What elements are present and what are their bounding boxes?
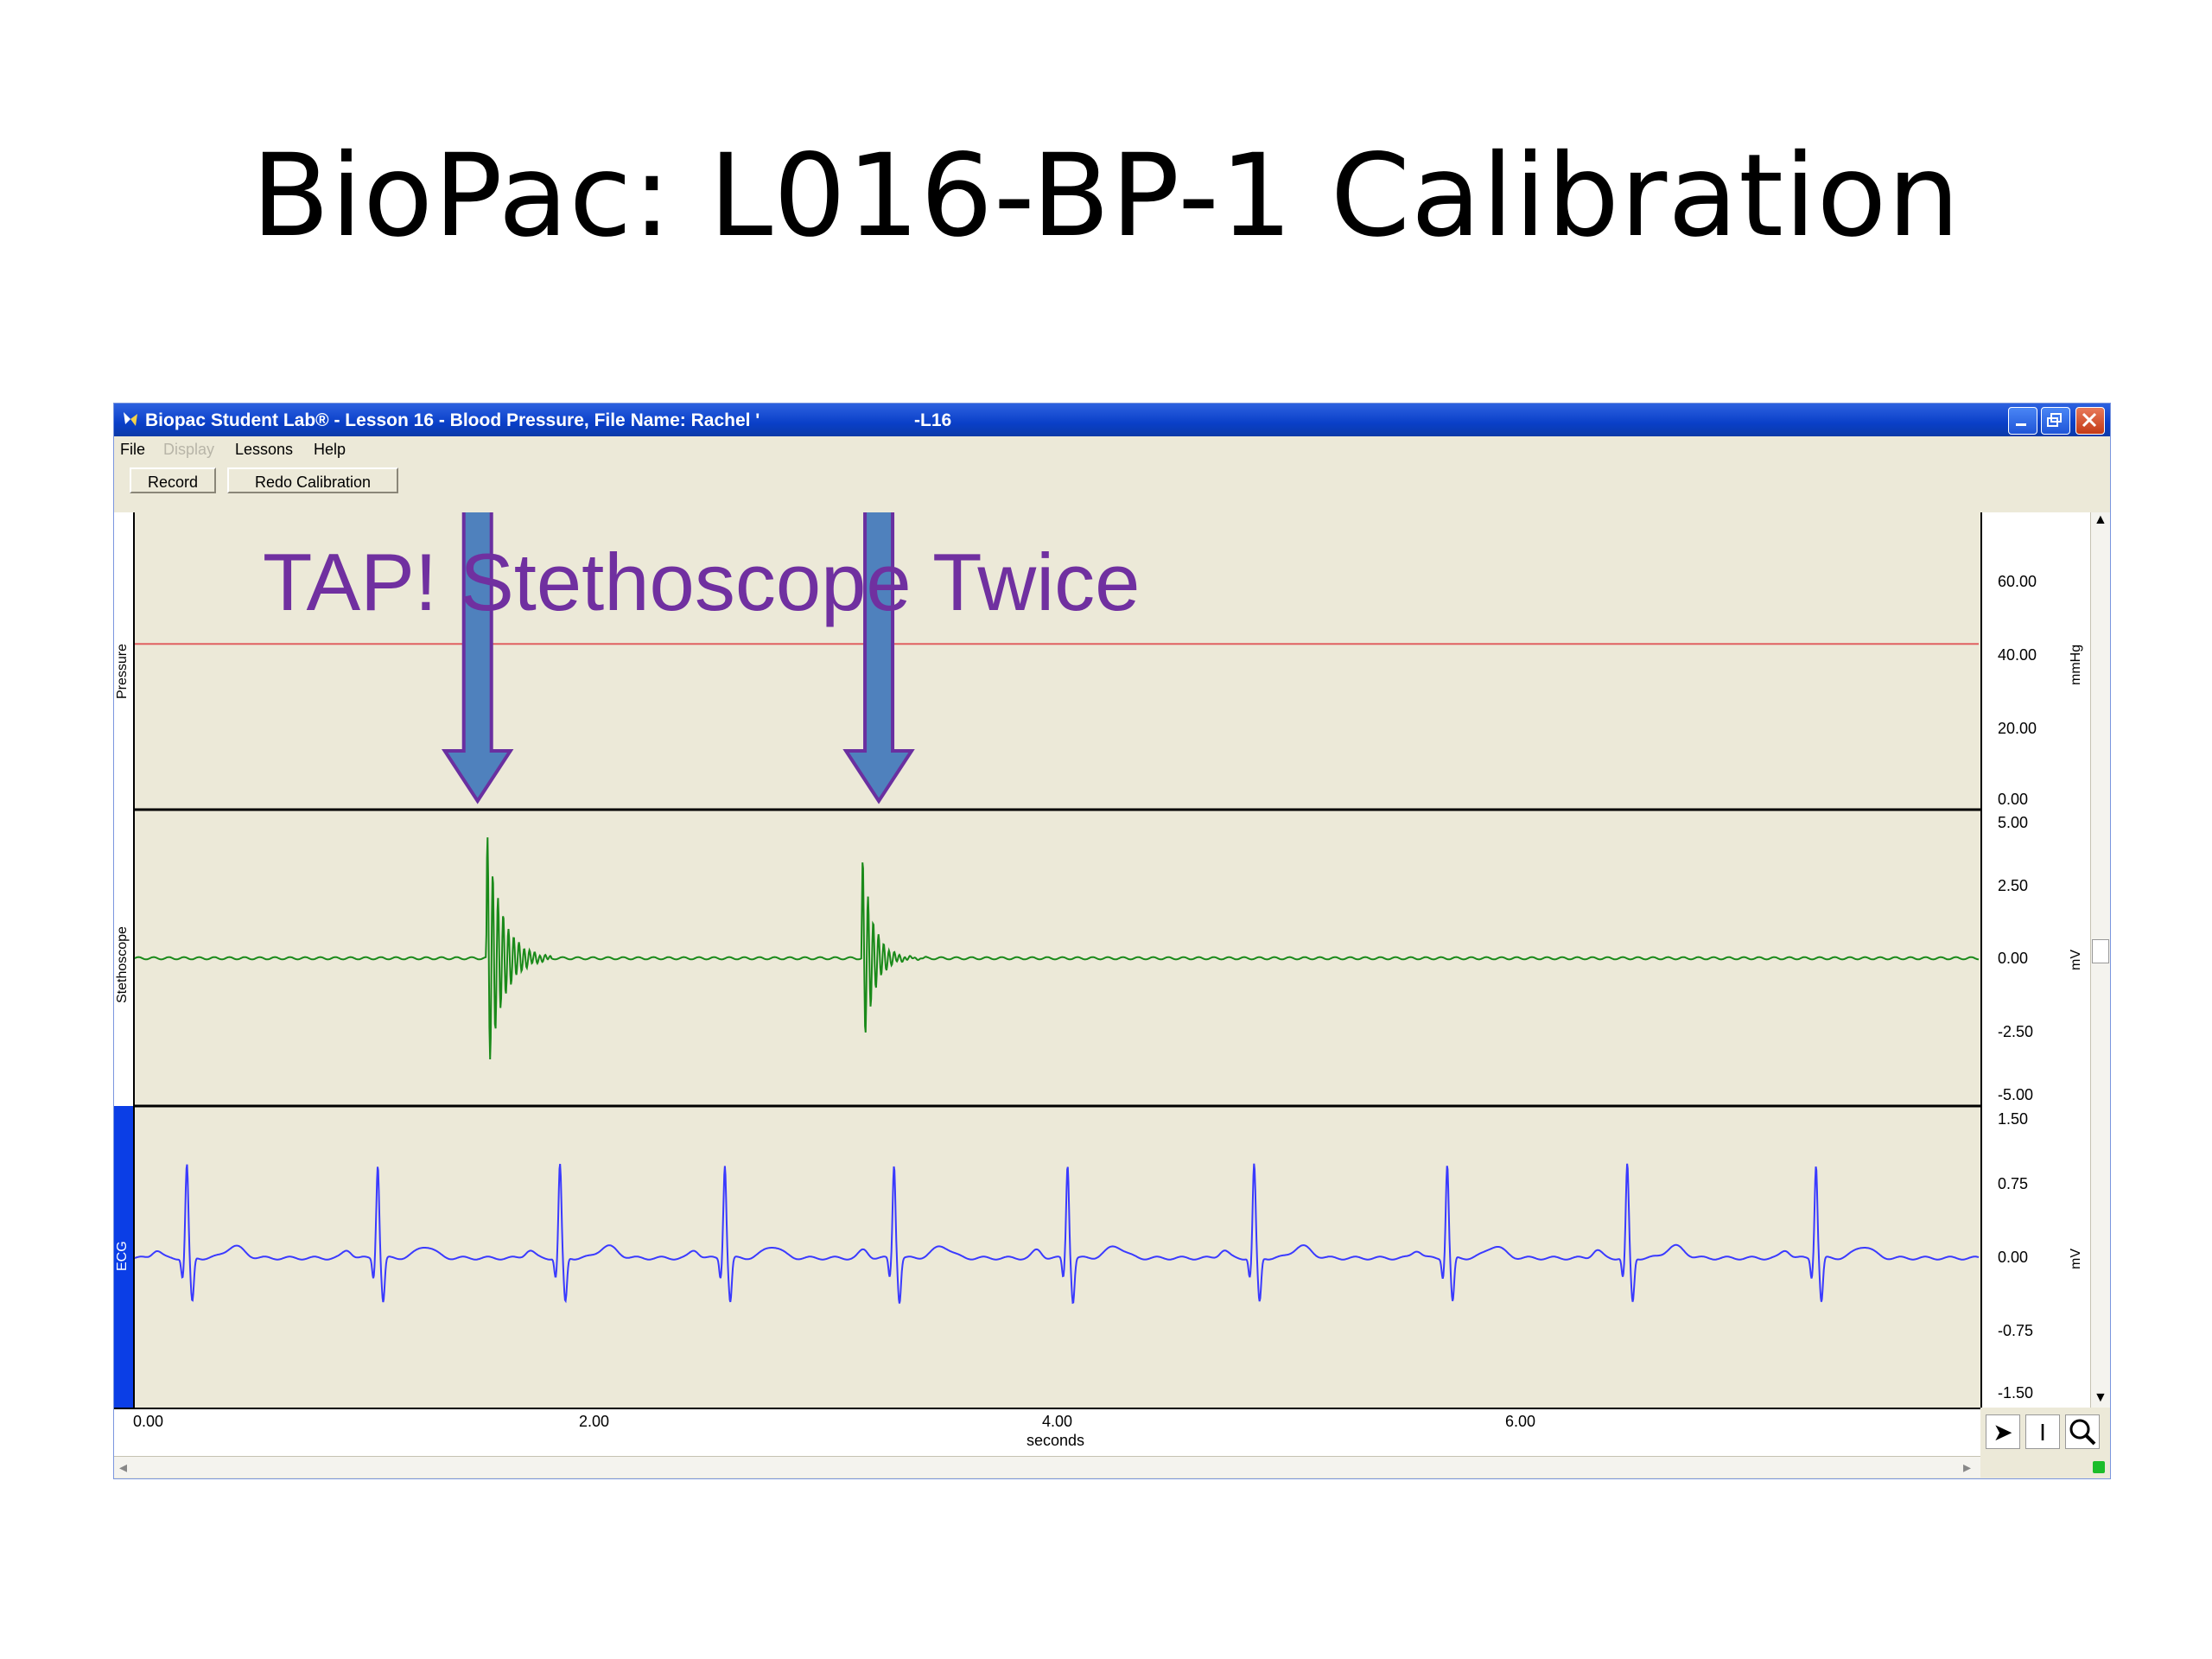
down-arrow-icon <box>842 512 915 804</box>
slide-title: BioPac: L016-BP-1 Calibration <box>251 130 1961 263</box>
pressure-tick-label: 20.00 <box>1998 720 2037 737</box>
magnifier-icon <box>2069 1419 2096 1446</box>
menu-bar: File Display Lessons Help <box>114 436 2110 462</box>
close-icon <box>2082 412 2097 428</box>
x-tick-label: 6.00 <box>1505 1413 1536 1430</box>
status-indicator <box>2093 1461 2105 1473</box>
close-button[interactable] <box>2075 407 2105 435</box>
minimize-button[interactable] <box>2008 407 2037 435</box>
minimize-icon <box>2016 423 2026 426</box>
menu-file[interactable]: File <box>120 441 146 458</box>
ecg-tick-label: 0.75 <box>1998 1175 2029 1192</box>
biopac-window: Biopac Student Lab® - Lesson 16 - Blood … <box>113 403 2111 1479</box>
pressure-unit: mmHg <box>2069 644 2083 685</box>
stethoscope-trace <box>134 837 1980 1060</box>
plot-area: Pressure Stethoscope ECG 60.00 40.00 20.… <box>114 512 2110 1478</box>
scroll-up-icon[interactable]: ▲ <box>2094 512 2107 527</box>
ecg-tick-label: 1.50 <box>1998 1110 2029 1128</box>
menu-display[interactable]: Display <box>163 441 215 458</box>
stethoscope-unit: mV <box>2069 950 2083 970</box>
ecg-tick-label: 0.00 <box>1998 1249 2029 1266</box>
ecg-trace <box>134 1163 1980 1305</box>
stethoscope-tick-label: 5.00 <box>1998 814 2029 831</box>
menu-lessons[interactable]: Lessons <box>235 441 294 458</box>
pressure-tick-label: 0.00 <box>1998 791 2029 808</box>
zoom-tool[interactable] <box>2065 1414 2100 1449</box>
x-tick-label: 0.00 <box>133 1413 164 1430</box>
scroll-thumb[interactable] <box>2092 939 2109 963</box>
horizontal-scrollbar[interactable]: ◂ ▸ <box>114 1456 1980 1478</box>
pressure-tick-label: 60.00 <box>1998 573 2037 590</box>
x-tick-label: 2.00 <box>579 1413 610 1430</box>
y-axis-area: 60.00 40.00 20.00 0.00 mmHg 5.00 2.50 0.… <box>1980 512 2110 1408</box>
tap-annotation: TAP! Stethoscope Twice <box>263 537 1141 627</box>
window-title-suffix: -L16 <box>914 410 952 430</box>
waveform-plot[interactable] <box>114 512 1980 1408</box>
ecg-unit: mV <box>2069 1249 2083 1269</box>
x-tick-label: 4.00 <box>1042 1413 1073 1430</box>
arrow-cursor-tool[interactable]: ➤ <box>1986 1414 2020 1449</box>
ecg-channel-selected-marker[interactable] <box>114 1106 133 1408</box>
cursor-tools: ➤ I <box>1986 1411 2107 1451</box>
ecg-tick-label: -1.50 <box>1998 1384 2034 1402</box>
restore-button[interactable] <box>2041 407 2070 435</box>
stethoscope-tick-label: -2.50 <box>1998 1023 2034 1040</box>
scroll-left-icon[interactable]: ◂ <box>119 1459 128 1476</box>
x-axis-title: seconds <box>1027 1432 1085 1449</box>
scroll-down-icon[interactable]: ▼ <box>2094 1390 2107 1405</box>
ibeam-icon: I <box>2039 1419 2046 1446</box>
menu-help[interactable]: Help <box>314 441 346 458</box>
stethoscope-tick-label: 2.50 <box>1998 877 2029 894</box>
window-titlebar[interactable]: Biopac Student Lab® - Lesson 16 - Blood … <box>114 404 2110 436</box>
scroll-right-icon[interactable]: ▸ <box>1963 1459 1972 1476</box>
stethoscope-tick-label: -5.00 <box>1998 1086 2034 1103</box>
ecg-tick-label: -0.75 <box>1998 1322 2034 1339</box>
window-title: Biopac Student Lab® - Lesson 16 - Blood … <box>145 410 760 430</box>
vertical-scrollbar[interactable]: ▲ ▼ <box>2090 512 2110 1408</box>
biopac-app-icon <box>124 412 137 426</box>
down-arrow-icon <box>442 512 514 804</box>
record-button[interactable]: Record <box>130 467 216 493</box>
toolbar: Record Redo Calibration <box>114 464 2110 497</box>
arrow-cursor-icon: ➤ <box>1993 1419 2013 1446</box>
ibeam-cursor-tool[interactable]: I <box>2025 1414 2060 1449</box>
stethoscope-tick-label: 0.00 <box>1998 950 2029 967</box>
restore-icon <box>2047 413 2062 427</box>
redo-calibration-button[interactable]: Redo Calibration <box>227 467 398 493</box>
x-axis: 0.00 2.00 4.00 6.00 seconds <box>114 1408 1980 1456</box>
pressure-tick-label: 40.00 <box>1998 646 2037 664</box>
